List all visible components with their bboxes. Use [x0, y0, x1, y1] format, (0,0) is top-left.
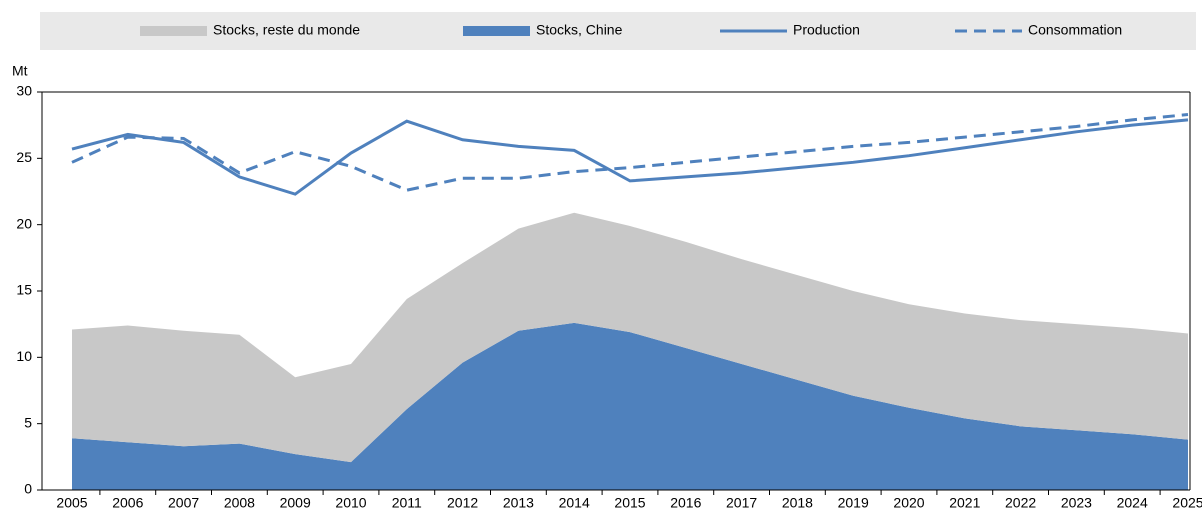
line: [71, 118, 1189, 196]
x-tick-label: 2008: [224, 495, 255, 511]
x-tick-label: 2005: [56, 495, 87, 511]
x-tick-label: 2011: [392, 495, 422, 511]
line: [71, 113, 1189, 192]
x-tick-label: 2023: [1061, 495, 1092, 511]
x-tick-label: 2020: [893, 495, 924, 511]
x-tick-label: 2009: [280, 495, 311, 511]
x-tick-label: 2014: [559, 495, 590, 511]
y-tick-label: 25: [16, 149, 32, 165]
y-tick-label: 5: [24, 414, 32, 430]
area: [72, 212, 1188, 463]
x-tick-label: 2021: [949, 495, 980, 511]
x-tick-label: 2017: [726, 495, 757, 511]
y-axis-label: Mt: [12, 63, 28, 79]
x-tick-label: 2010: [335, 495, 366, 511]
legend-swatch: [463, 26, 530, 36]
x-tick-label: 2022: [1005, 495, 1036, 511]
x-tick-label: 2024: [1117, 495, 1148, 511]
y-tick-label: 20: [16, 215, 32, 231]
legend-label: Stocks, Chine: [536, 22, 623, 38]
legend-label: Production: [793, 22, 860, 38]
y-tick-label: 15: [16, 282, 32, 298]
x-tick-label: 2013: [503, 495, 534, 511]
legend-label: Stocks, reste du monde: [213, 22, 360, 38]
x-tick-label: 2006: [112, 495, 143, 511]
x-tick-label: 2018: [782, 495, 813, 511]
x-tick-label: 2019: [838, 495, 869, 511]
x-tick-label: 2015: [614, 495, 645, 511]
y-tick-label: 10: [16, 348, 32, 364]
x-tick-label: 2007: [168, 495, 199, 511]
x-tick-label: 2016: [670, 495, 701, 511]
x-tick-label: 2012: [447, 495, 478, 511]
y-tick-label: 0: [24, 481, 32, 497]
x-tick-label: 2025: [1172, 495, 1202, 511]
legend-swatch: [140, 26, 207, 36]
y-tick-label: 30: [16, 83, 32, 99]
legend-label: Consommation: [1028, 22, 1122, 38]
area: [72, 322, 1188, 490]
